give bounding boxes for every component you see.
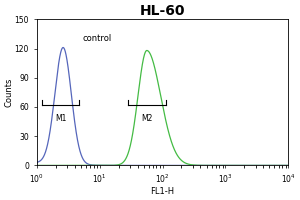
Y-axis label: Counts: Counts bbox=[4, 78, 13, 107]
Title: HL-60: HL-60 bbox=[140, 4, 185, 18]
Text: control: control bbox=[82, 34, 111, 43]
Text: M2: M2 bbox=[141, 114, 152, 123]
X-axis label: FL1-H: FL1-H bbox=[151, 187, 175, 196]
Text: M1: M1 bbox=[55, 114, 66, 123]
